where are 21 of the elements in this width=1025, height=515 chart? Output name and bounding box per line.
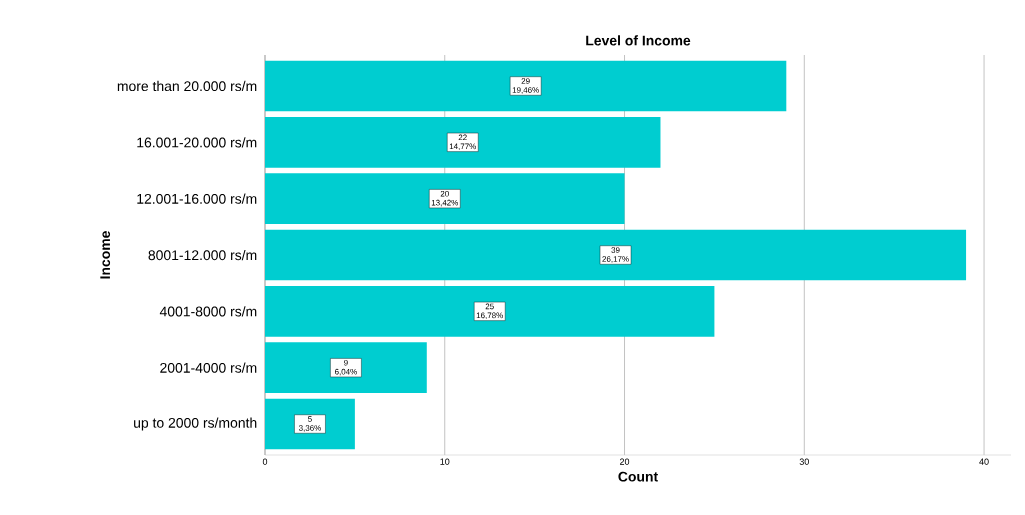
y-tick-label: 16.001-20.000 rs/m xyxy=(137,137,257,148)
y-tick-label: 8001-12.000 rs/m xyxy=(148,249,257,261)
y-tick-label: more than 20.000 rs/m xyxy=(117,80,257,92)
y-tick-label: 4001-8000 rs/m xyxy=(159,306,257,317)
bar xyxy=(265,116,661,168)
y-axis-title: Income xyxy=(100,231,111,279)
bar xyxy=(265,342,427,394)
bar xyxy=(265,60,787,112)
x-axis-title: Count xyxy=(618,471,658,482)
chart-title: Level of Income xyxy=(586,35,691,46)
y-tick-label: 2001-4000 rs/m xyxy=(160,362,257,373)
x-tick-label: 40 xyxy=(979,458,989,465)
x-tick-label: 0 xyxy=(262,458,268,465)
y-tick-label: 12.001-16.000 rs/m xyxy=(137,193,257,204)
x-tick-label: 10 xyxy=(440,458,450,465)
y-tick-label: up to 2000 rs/month xyxy=(134,417,257,431)
bar xyxy=(265,229,967,281)
bar xyxy=(265,285,715,337)
x-tick-label: 20 xyxy=(619,458,630,465)
bar xyxy=(265,173,625,225)
x-tick-label: 30 xyxy=(799,458,809,465)
